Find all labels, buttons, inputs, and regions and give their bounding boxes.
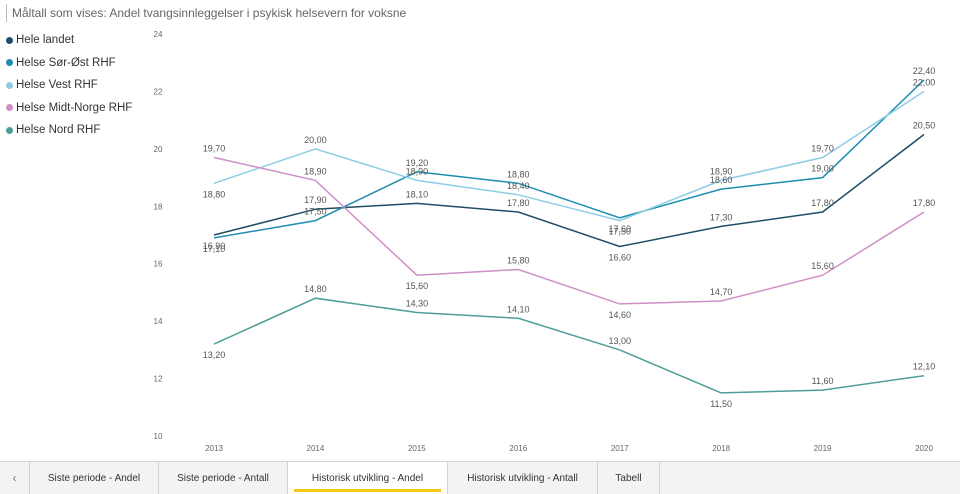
- data-label: 19,70: [203, 143, 226, 153]
- legend-dot-icon: [6, 36, 13, 44]
- data-label: 19,00: [811, 164, 834, 174]
- tab-siste-periode-andel[interactable]: Siste periode - Andel: [30, 462, 159, 494]
- legend-item[interactable]: Helse Nord RHF: [6, 119, 132, 142]
- data-label: 14,60: [608, 310, 631, 320]
- x-tick-label: 2018: [712, 444, 730, 453]
- y-tick-label: 14: [154, 317, 163, 326]
- y-tick-label: 20: [154, 145, 163, 154]
- data-label: 18,90: [406, 166, 429, 176]
- data-label: 18,90: [304, 166, 327, 176]
- data-label: 17,80: [507, 198, 530, 208]
- legend-item[interactable]: Hele landet: [6, 29, 132, 52]
- data-label: 15,60: [811, 261, 834, 271]
- chart-legend: Hele landet Helse Sør-Øst RHF Helse Vest R…: [6, 29, 132, 142]
- data-label: 16,60: [608, 252, 631, 262]
- data-label: 17,50: [304, 207, 327, 217]
- legend-item[interactable]: Helse Sør-Øst RHF: [6, 52, 132, 75]
- y-tick-label: 24: [154, 30, 163, 39]
- x-tick-label: 2019: [814, 444, 832, 453]
- x-tick-label: 2020: [915, 444, 933, 453]
- chevron-left-icon[interactable]: ‹: [0, 462, 30, 494]
- x-tick-label: 2014: [307, 444, 325, 453]
- page-tab-bar: ‹ Siste periode - Andel Siste periode - …: [0, 461, 960, 494]
- legend-dot-icon: [6, 59, 13, 67]
- y-tick-label: 18: [154, 202, 163, 211]
- y-tick-label: 10: [154, 432, 163, 441]
- series-line-helse-vest-rhf[interactable]: [213, 90, 925, 222]
- data-label: 17,30: [710, 212, 733, 222]
- report-title: Måltall som vises: Andel tvangsinnleggel…: [6, 4, 406, 22]
- tab-historisk-utvikling-andel[interactable]: Historisk utvikling - Andel: [288, 462, 448, 494]
- data-label: 15,80: [507, 255, 530, 265]
- data-label: 18,60: [710, 175, 733, 185]
- y-tick-label: 16: [154, 260, 163, 269]
- data-label: 18,80: [507, 169, 530, 179]
- data-label: 18,80: [203, 189, 226, 199]
- x-tick-label: 2015: [408, 444, 426, 453]
- data-label: 19,20: [406, 158, 429, 168]
- data-label: 20,50: [913, 121, 936, 131]
- data-label: 18,40: [507, 181, 530, 191]
- legend-item[interactable]: Helse Vest RHF: [6, 74, 132, 97]
- series-line-helse-s-r-st-rhf[interactable]: [213, 79, 925, 239]
- series-line-helse-nord-rhf[interactable]: [213, 297, 925, 394]
- legend-label: Helse Vest RHF: [16, 79, 98, 92]
- x-tick-label: 2013: [205, 444, 223, 453]
- data-label: 15,60: [406, 281, 429, 291]
- line-chart: 10 12 14 16 18 20 22 24 2013 2014 2015 2016 2017 201…: [154, 30, 936, 453]
- data-label: 17,90: [304, 195, 327, 205]
- series-line-hele-landet[interactable]: [213, 133, 925, 248]
- legend-dot-icon: [6, 104, 13, 112]
- legend-label: Helse Nord RHF: [16, 124, 101, 137]
- x-tick-label: 2017: [611, 444, 629, 453]
- data-label: 11,50: [710, 399, 732, 409]
- data-label: 17,50: [608, 227, 631, 237]
- tab-historisk-utvikling-antall[interactable]: Historisk utvikling - Antall: [448, 462, 598, 494]
- legend-label: Helse Sør-Øst RHF: [16, 56, 116, 69]
- legend-dot-icon: [6, 126, 13, 134]
- data-label: 16,90: [203, 241, 226, 251]
- data-label: 14,70: [710, 287, 733, 297]
- data-label: 13,00: [608, 336, 631, 346]
- data-label: 22,00: [913, 77, 936, 87]
- data-label: 14,10: [507, 304, 530, 314]
- data-label: 17,60: [608, 224, 631, 234]
- y-tick-label: 22: [154, 87, 163, 96]
- data-label: 14,80: [304, 284, 327, 294]
- data-label: 20,00: [304, 135, 327, 145]
- data-label: 17,10: [203, 244, 226, 254]
- data-label: 11,60: [812, 376, 834, 386]
- x-tick-label: 2016: [509, 444, 527, 453]
- data-label: 22,40: [913, 66, 936, 76]
- tab-siste-periode-antall[interactable]: Siste periode - Antall: [159, 462, 288, 494]
- data-label: 19,70: [811, 143, 834, 153]
- data-label: 18,90: [710, 166, 733, 176]
- data-label: 12,10: [913, 362, 936, 372]
- data-label: 18,10: [406, 189, 429, 199]
- legend-dot-icon: [6, 81, 13, 89]
- series-line-helse-midt-norge-rhf[interactable]: [213, 156, 925, 305]
- tab-tabell[interactable]: Tabell: [598, 462, 660, 494]
- legend-item[interactable]: Helse Midt-Norge RHF: [6, 97, 132, 120]
- data-label: 13,20: [203, 350, 226, 360]
- y-tick-label: 12: [154, 375, 163, 384]
- data-label: 17,80: [913, 198, 936, 208]
- data-label: 17,80: [811, 198, 834, 208]
- data-label: 14,30: [406, 299, 429, 309]
- legend-label: Helse Midt-Norge RHF: [16, 101, 133, 114]
- legend-label: Hele landet: [16, 34, 75, 47]
